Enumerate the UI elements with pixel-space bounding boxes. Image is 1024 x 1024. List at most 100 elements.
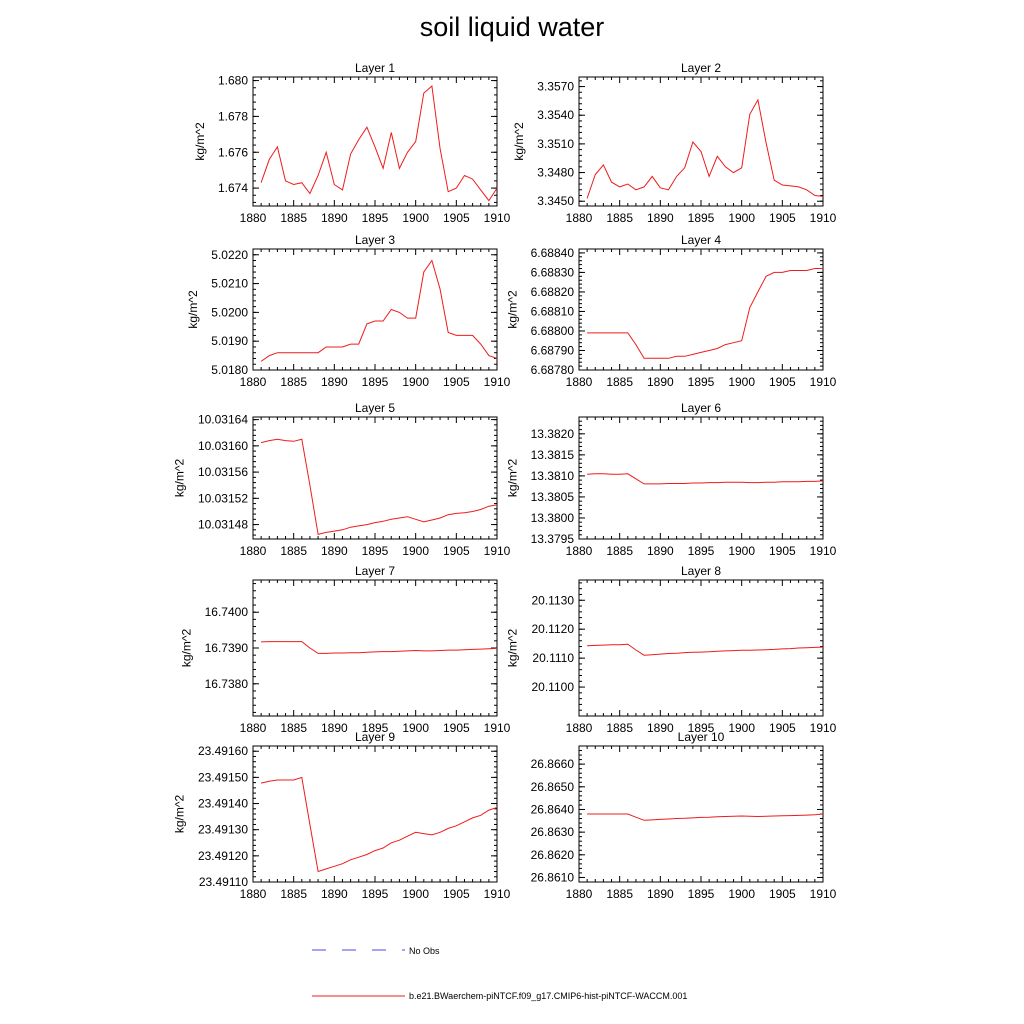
y-tick-label: 1.674 bbox=[218, 181, 248, 195]
panel-title: Layer 3 bbox=[355, 233, 395, 247]
y-tick-label: 13.3810 bbox=[531, 469, 575, 483]
y-tick-label: 26.8650 bbox=[531, 780, 575, 794]
y-axis-label: kg/m^2 bbox=[512, 122, 526, 161]
plot-frame bbox=[252, 579, 498, 717]
legend: No Obs b.e21.BWaerchem-piNTCF.f09_g17.CMI… bbox=[312, 946, 687, 1001]
x-tick-label: 1905 bbox=[769, 887, 796, 901]
y-tick-label: 5.0220 bbox=[211, 248, 248, 262]
y-tick-label: 13.3820 bbox=[531, 427, 575, 441]
x-tick-label: 1900 bbox=[728, 375, 755, 389]
x-tick-label: 1885 bbox=[606, 721, 633, 735]
y-tick-label: 20.1100 bbox=[532, 680, 575, 694]
y-tick-label: 3.3450 bbox=[537, 194, 574, 208]
x-tick-label: 1885 bbox=[606, 887, 633, 901]
plot-frame bbox=[578, 579, 824, 717]
y-axis-label: kg/m^2 bbox=[505, 290, 519, 329]
panel-layer-6: Layer 6 1880 1885 1890 1895 1900 1905 1910 13.37… bbox=[505, 401, 836, 558]
x-tick-label: 1900 bbox=[728, 544, 755, 558]
y-tick-label: 26.8630 bbox=[531, 825, 575, 839]
series-line bbox=[586, 98, 824, 199]
panel-title: Layer 4 bbox=[681, 233, 721, 247]
y-tick-label: 10.03156 bbox=[198, 465, 248, 479]
panel-layer-5: Layer 5 1880 1885 1890 1895 1900 1905 1910 10.03… bbox=[173, 401, 511, 558]
panel-title: Layer 1 bbox=[355, 61, 395, 75]
x-tick-label: 1910 bbox=[810, 721, 837, 735]
series-line bbox=[260, 438, 498, 536]
panel-layer-7: Layer 7 1880 1885 1890 1895 1900 1905 1910 16.73… bbox=[179, 564, 510, 735]
x-tick-label: 1895 bbox=[688, 375, 715, 389]
y-axis-label: kg/m^2 bbox=[505, 629, 519, 668]
y-tick-label: 1.680 bbox=[218, 74, 248, 88]
x-tick-label: 1900 bbox=[728, 211, 755, 225]
x-tick-label: 1885 bbox=[606, 544, 633, 558]
y-tick-label: 3.3510 bbox=[537, 137, 574, 151]
y-tick-label: 23.49110 bbox=[199, 875, 248, 889]
x-tick-label: 1895 bbox=[688, 887, 715, 901]
x-tick-label: 1905 bbox=[769, 211, 796, 225]
x-tick-label: 1895 bbox=[362, 211, 389, 225]
panel-layer-4: Layer 4 1880 1885 1890 1895 1900 1905 1910 6.687… bbox=[505, 233, 836, 389]
y-tick-label: 6.68780 bbox=[531, 363, 575, 377]
x-tick-label: 1895 bbox=[688, 721, 715, 735]
x-tick-label: 1910 bbox=[484, 211, 511, 225]
plot-frame bbox=[578, 416, 824, 540]
y-tick-label: 23.49140 bbox=[198, 797, 248, 811]
x-tick-label: 1885 bbox=[280, 721, 307, 735]
x-tick-label: 1890 bbox=[321, 721, 348, 735]
y-axis-label: kg/m^2 bbox=[173, 795, 187, 834]
y-tick-label: 16.7380 bbox=[205, 677, 249, 691]
x-tick-label: 1900 bbox=[728, 721, 755, 735]
y-tick-label: 5.0180 bbox=[211, 363, 248, 377]
panel-title: Layer 2 bbox=[681, 61, 721, 75]
x-tick-label: 1895 bbox=[362, 544, 389, 558]
panel-title: Layer 9 bbox=[355, 730, 395, 744]
x-tick-label: 1895 bbox=[688, 211, 715, 225]
y-tick-label: 13.3805 bbox=[531, 490, 575, 504]
x-tick-label: 1890 bbox=[647, 211, 674, 225]
series-line bbox=[261, 641, 498, 654]
y-tick-label: 6.68840 bbox=[531, 246, 575, 260]
x-tick-label: 1890 bbox=[321, 375, 348, 389]
x-tick-label: 1900 bbox=[402, 544, 429, 558]
x-tick-label: 1910 bbox=[810, 375, 837, 389]
x-tick-label: 1910 bbox=[484, 375, 511, 389]
x-tick-label: 1880 bbox=[566, 375, 593, 389]
page-title: soil liquid water bbox=[419, 12, 605, 42]
y-tick-label: 13.3800 bbox=[531, 511, 575, 525]
x-tick-label: 1890 bbox=[647, 721, 674, 735]
y-tick-label: 1.676 bbox=[218, 145, 248, 159]
plot-frame bbox=[252, 76, 498, 207]
plot-frame bbox=[252, 745, 498, 883]
x-tick-label: 1890 bbox=[647, 544, 674, 558]
x-tick-label: 1880 bbox=[240, 375, 267, 389]
y-tick-label: 20.1130 bbox=[532, 593, 575, 607]
series-line bbox=[587, 643, 824, 656]
panel-layer-2: Layer 2 1880 1885 1890 1895 1900 1905 1910 3.345… bbox=[512, 61, 836, 225]
panel-layer-9: Layer 9 1880 1885 1890 1895 1900 1905 1910 23.49… bbox=[173, 730, 511, 901]
y-tick-label: 23.49130 bbox=[198, 823, 248, 837]
y-tick-label: 16.7400 bbox=[205, 605, 249, 619]
x-tick-label: 1900 bbox=[728, 887, 755, 901]
x-tick-label: 1905 bbox=[443, 887, 470, 901]
x-tick-label: 1905 bbox=[443, 211, 470, 225]
panel-title: Layer 10 bbox=[678, 730, 725, 744]
y-tick-label: 26.8620 bbox=[531, 848, 575, 862]
x-tick-label: 1905 bbox=[443, 544, 470, 558]
x-tick-label: 1890 bbox=[321, 544, 348, 558]
legend-obs-label: No Obs bbox=[409, 946, 440, 956]
x-tick-label: 1910 bbox=[810, 211, 837, 225]
y-tick-label: 5.0190 bbox=[211, 334, 248, 348]
y-tick-label: 23.49120 bbox=[198, 849, 248, 863]
plot-frame bbox=[578, 248, 824, 371]
y-tick-label: 5.0200 bbox=[211, 305, 248, 319]
panel-layer-3: Layer 3 1880 1885 1890 1895 1900 1905 1910 5.018… bbox=[186, 233, 510, 389]
y-tick-label: 6.68800 bbox=[531, 324, 575, 338]
x-tick-label: 1900 bbox=[402, 211, 429, 225]
series-line bbox=[587, 473, 824, 485]
y-tick-label: 26.8610 bbox=[531, 870, 575, 884]
x-tick-label: 1890 bbox=[321, 211, 348, 225]
x-tick-label: 1910 bbox=[484, 544, 511, 558]
y-tick-label: 3.3540 bbox=[537, 108, 574, 122]
x-tick-label: 1890 bbox=[321, 887, 348, 901]
y-tick-label: 3.3480 bbox=[537, 166, 574, 180]
